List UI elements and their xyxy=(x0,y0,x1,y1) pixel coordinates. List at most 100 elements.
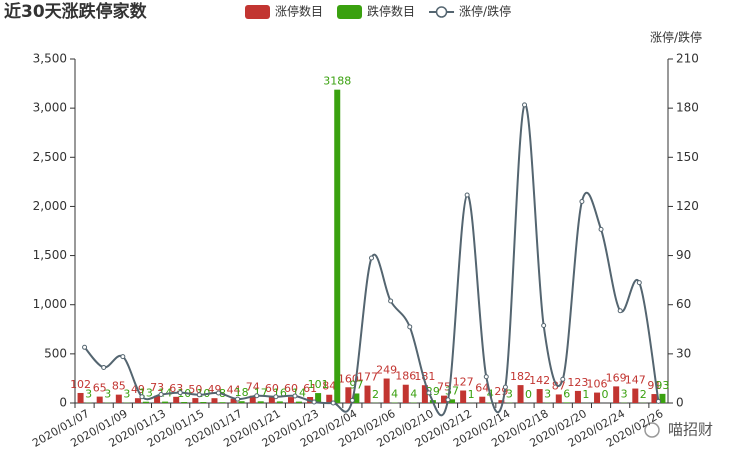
bar xyxy=(334,89,341,403)
data-label: 177 xyxy=(357,371,378,384)
data-label: 2 xyxy=(372,388,379,401)
chart-title: 近30天涨跌停家数 xyxy=(4,1,148,22)
data-label: 44 xyxy=(227,384,241,397)
bar xyxy=(326,394,333,403)
data-label: 97 xyxy=(349,378,363,391)
data-label: 0 xyxy=(525,388,532,401)
data-label: 127 xyxy=(453,376,474,389)
line-point xyxy=(101,364,107,370)
line-point xyxy=(311,399,317,405)
data-label: 3 xyxy=(544,388,551,401)
data-label: 123 xyxy=(567,376,588,389)
data-label: 73 xyxy=(150,381,164,394)
bar xyxy=(563,402,570,403)
y-tick-label: 1,000 xyxy=(33,297,67,311)
bar xyxy=(238,401,245,403)
bar xyxy=(142,401,149,403)
data-label: 3 xyxy=(506,388,513,401)
bar xyxy=(200,402,207,403)
line-point xyxy=(483,374,489,380)
line-point xyxy=(560,376,566,382)
bar xyxy=(295,401,302,403)
line-point xyxy=(139,394,145,400)
y-tick-label: 3,500 xyxy=(33,52,67,66)
y2-tick-label: 90 xyxy=(676,248,691,262)
line-point xyxy=(636,280,642,286)
line-point xyxy=(235,396,241,402)
line-point xyxy=(522,102,528,108)
bar xyxy=(315,393,322,403)
bar xyxy=(460,390,467,403)
line-point xyxy=(349,397,355,403)
bar xyxy=(594,392,601,403)
data-label: 142 xyxy=(529,374,550,387)
line-point xyxy=(120,354,126,360)
data-label: 106 xyxy=(587,378,608,391)
y2-tick-label: 0 xyxy=(676,396,684,410)
data-label: 0 xyxy=(602,388,609,401)
bar xyxy=(613,386,620,403)
bar xyxy=(192,398,199,403)
line-point xyxy=(369,255,374,261)
data-label: 181 xyxy=(414,370,435,383)
bar xyxy=(211,398,218,403)
line-point xyxy=(598,226,604,232)
y2-tick-label: 120 xyxy=(676,199,699,213)
legend-label: 跌停数目 xyxy=(367,4,415,19)
bar xyxy=(181,402,188,403)
line-point xyxy=(82,344,88,350)
y2-axis-label: 涨停/跌停 xyxy=(650,30,702,45)
bar xyxy=(96,396,103,403)
line-point xyxy=(617,308,623,314)
y2-tick-label: 30 xyxy=(676,346,691,360)
bar xyxy=(134,398,141,403)
bar xyxy=(555,394,562,403)
data-label: 18 xyxy=(235,386,249,399)
y-tick-label: 2,000 xyxy=(33,199,67,213)
data-label: 3188 xyxy=(323,75,351,88)
data-label: 60 xyxy=(265,382,279,395)
bar xyxy=(257,401,264,403)
bar xyxy=(353,393,360,403)
legend-label: 涨停/跌停 xyxy=(459,4,511,19)
bar xyxy=(276,401,283,403)
y-tick-label: 0 xyxy=(59,396,67,410)
y-tick-label: 2,500 xyxy=(33,150,67,164)
line-point xyxy=(254,393,260,399)
watermark: 喵招财 xyxy=(668,421,713,439)
data-label: 93 xyxy=(655,379,669,392)
data-label: 75 xyxy=(437,381,451,394)
data-label: 249 xyxy=(376,364,397,377)
data-label: 102 xyxy=(70,378,91,391)
line-point xyxy=(407,324,413,330)
bar xyxy=(536,389,543,403)
data-label: 182 xyxy=(510,370,531,383)
y-tick-label: 3,000 xyxy=(33,101,67,115)
line-point xyxy=(464,192,470,198)
line-point xyxy=(292,393,298,399)
data-label: 84 xyxy=(322,380,336,393)
bar xyxy=(449,399,456,403)
bar xyxy=(402,384,409,403)
bar xyxy=(441,395,448,403)
y2-tick-label: 60 xyxy=(676,297,691,311)
bar xyxy=(173,396,180,403)
bar xyxy=(659,393,666,403)
line-point xyxy=(426,390,432,396)
line-point xyxy=(158,391,164,397)
line-point xyxy=(445,397,451,403)
data-label: 64 xyxy=(475,382,489,395)
data-label: 4 xyxy=(391,388,398,401)
bar xyxy=(230,398,237,403)
legend-swatch xyxy=(435,6,448,18)
bar xyxy=(479,396,486,403)
legend-swatch xyxy=(245,5,270,19)
line-point xyxy=(388,298,394,304)
legend-swatch xyxy=(337,5,363,19)
watermark-icon xyxy=(644,422,660,438)
line-point xyxy=(541,323,547,329)
line-point xyxy=(215,390,221,396)
bar xyxy=(287,397,294,403)
data-label: 6 xyxy=(563,387,570,400)
bar xyxy=(77,392,84,403)
